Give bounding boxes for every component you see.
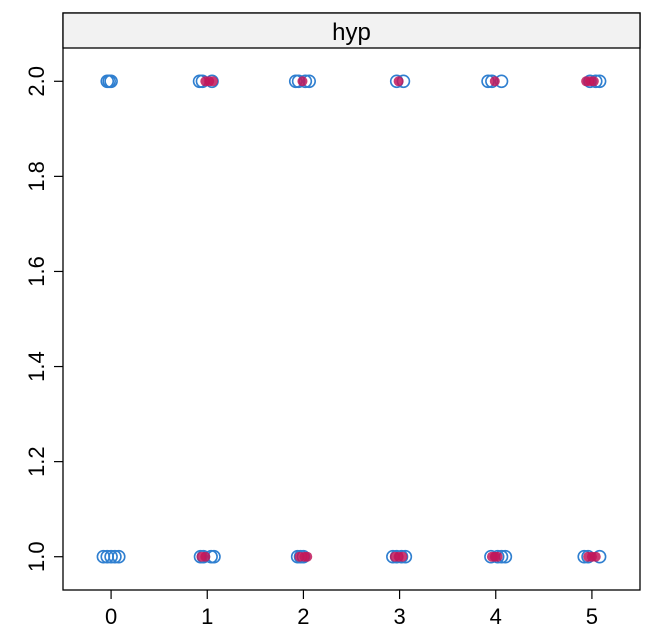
plot-panel (62, 12, 641, 591)
point-series1-5 (297, 76, 308, 87)
y-tick-label-4: 1.8 (24, 161, 49, 192)
point-series1-22 (590, 551, 601, 562)
x-tick-label-4: 4 (490, 604, 502, 629)
x-tick-label-2: 2 (297, 604, 309, 629)
y-tick-label-0: 1.0 (24, 541, 49, 572)
x-axis: 0 1 2 3 4 5 (105, 590, 598, 629)
point-series1-8 (302, 551, 313, 562)
x-tick-label-3: 3 (393, 604, 405, 629)
point-series0-6 (108, 549, 122, 564)
x-tick-label-1: 1 (201, 604, 213, 629)
panel-title: hyp (332, 19, 371, 46)
y-tick-label-1: 1.2 (24, 446, 49, 477)
strip-header (62, 12, 641, 49)
point-series0-7 (111, 549, 126, 564)
y-tick-label-2: 1.4 (24, 351, 49, 382)
y-tick-label-3: 1.6 (24, 256, 49, 287)
x-tick-label-0: 0 (105, 604, 117, 629)
y-axis: 1.0 1.2 1.4 1.6 1.8 2.0 (24, 66, 63, 572)
point-series1-16 (492, 551, 503, 562)
point-series0-5 (104, 549, 118, 564)
point-series0-2 (104, 74, 118, 89)
point-series1-4 (200, 551, 211, 562)
y-tick-label-5: 2.0 (24, 66, 49, 97)
point-series1-12 (397, 551, 408, 562)
point-series1-13 (489, 76, 500, 87)
point-series1-19 (588, 76, 599, 87)
x-tick-label-5: 5 (586, 604, 598, 629)
points-layer (96, 74, 607, 564)
point-series1-9 (393, 76, 404, 87)
point-series1-2 (208, 76, 219, 87)
